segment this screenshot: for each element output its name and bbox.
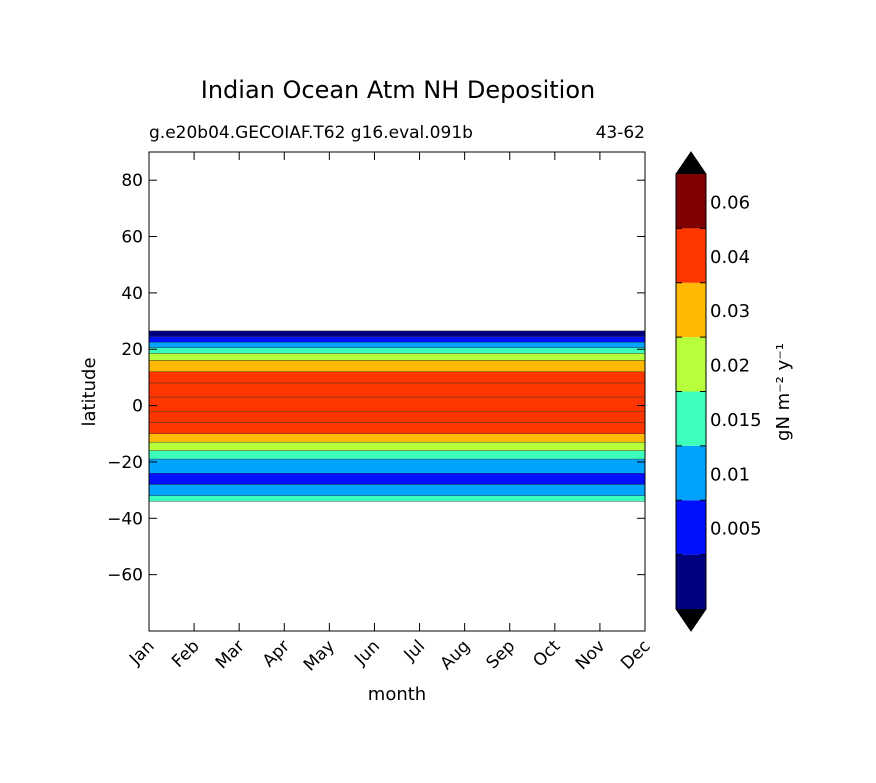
contour-band <box>149 495 645 502</box>
contour-band <box>149 433 645 443</box>
colorbar-tick-label: 0.005 <box>710 519 762 540</box>
contour-band <box>149 422 645 434</box>
colorbar-tick-label: 0.03 <box>710 301 750 322</box>
colorbar <box>675 151 707 632</box>
contour-band <box>149 442 645 451</box>
contour-band <box>149 330 645 337</box>
chart-title: Indian Ocean Atm NH Deposition <box>201 76 596 104</box>
contour-band <box>149 382 645 398</box>
y-tick-label: −60 <box>107 566 143 586</box>
contour-band <box>149 360 645 372</box>
y-axis-ticks: 80 60 40 20 0 −20 −40 −60 <box>107 171 645 586</box>
y-tick-label: 40 <box>121 284 143 304</box>
x-axis-label: month <box>368 684 426 705</box>
x-tick-label: Mar <box>212 636 249 673</box>
contour-band <box>149 336 645 343</box>
colorbar-segment <box>676 500 706 555</box>
colorbar-segment <box>676 554 706 609</box>
colorbar-segment <box>676 228 706 283</box>
colorbar-tick-label: 0.06 <box>710 192 750 213</box>
contour-band <box>149 371 645 384</box>
x-tick-label: Jul <box>400 636 429 665</box>
y-tick-label: 20 <box>121 340 143 360</box>
colorbar-outline <box>675 151 707 632</box>
contour-band <box>149 450 645 460</box>
colorbar-segment <box>676 282 706 338</box>
colorbar-segment <box>676 445 706 501</box>
colorbar-extend-low <box>676 609 706 631</box>
y-tick-label: 60 <box>121 228 143 248</box>
contour-band <box>149 411 645 423</box>
colorbar-tick-label: 0.04 <box>710 247 750 268</box>
colorbar-tick-label: 0.015 <box>710 410 762 431</box>
y-tick-label: 80 <box>121 171 143 191</box>
x-tick-label: Aug <box>437 636 475 674</box>
colorbar-segment <box>676 391 706 446</box>
x-tick-label: Nov <box>572 636 610 674</box>
contour-band <box>149 484 645 496</box>
colorbar-extend-high <box>676 152 706 174</box>
colorbar-tick-label: 0.01 <box>710 464 750 485</box>
x-tick-label: Feb <box>168 636 203 671</box>
contour-field <box>149 330 645 502</box>
colorbar-segment <box>676 174 706 229</box>
y-tick-label: −40 <box>107 509 143 529</box>
chart-subtitle-left: g.e20b04.GECOIAF.T62 g16.eval.091b <box>149 123 473 143</box>
plot-frame <box>148 151 646 632</box>
contour-band <box>149 396 645 412</box>
x-tick-label: Dec <box>617 636 654 673</box>
y-tick-label: −20 <box>107 453 143 473</box>
y-axis-label: latitude <box>79 357 100 426</box>
contour-band <box>149 473 645 485</box>
x-tick-label: Jan <box>125 636 158 669</box>
x-tick-label: May <box>300 636 339 675</box>
x-tick-label: Oct <box>529 636 564 671</box>
colorbar-ticks: 0.005 0.01 0.015 0.02 0.03 0.04 0.06 <box>676 192 762 556</box>
colorbar-label: gN m⁻² y⁻¹ <box>773 343 794 441</box>
contour-band <box>149 353 645 361</box>
y-tick-label: 0 <box>132 397 143 417</box>
chart-subtitle-right: 43-62 <box>596 123 645 143</box>
colorbar-segment <box>676 337 706 392</box>
contour-band <box>149 347 645 354</box>
x-tick-label: Apr <box>259 636 294 671</box>
contour-band <box>149 341 645 349</box>
x-tick-label: Sep <box>482 636 519 673</box>
colorbar-tick-label: 0.02 <box>710 356 750 377</box>
x-tick-label: Jun <box>350 636 384 670</box>
contour-band <box>149 458 645 474</box>
